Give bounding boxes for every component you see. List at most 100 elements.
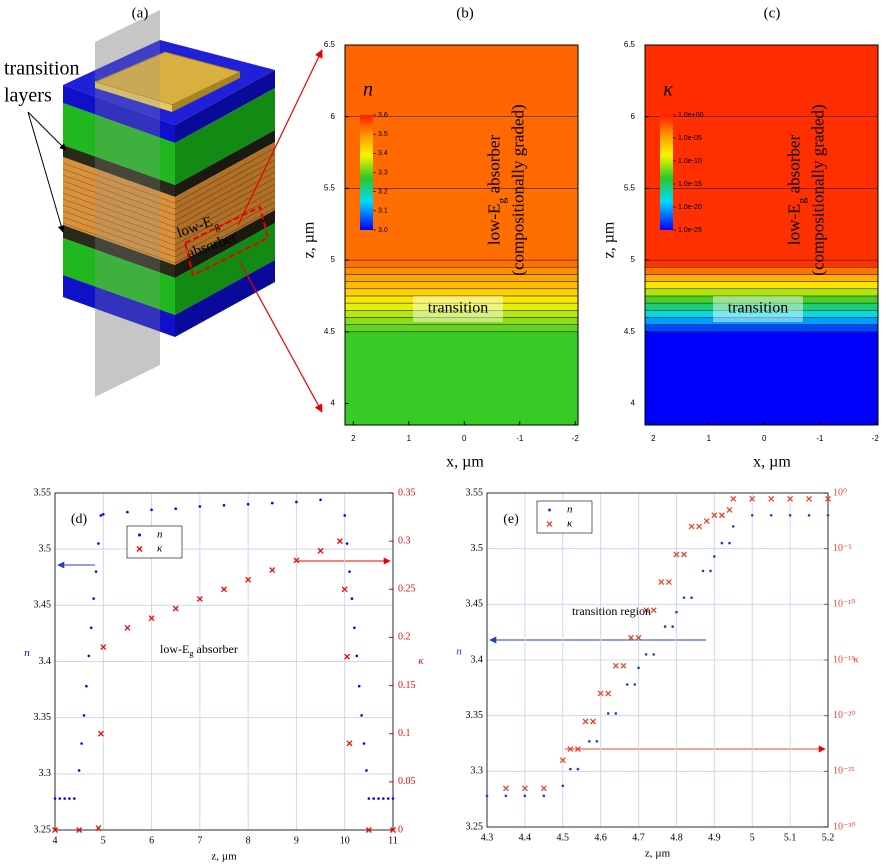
x-stroke bbox=[650, 607, 657, 614]
x-marker bbox=[825, 495, 831, 502]
x-stroke bbox=[148, 615, 155, 622]
colorbar bbox=[360, 115, 373, 230]
x-tick-label: -2 bbox=[872, 434, 880, 443]
dot-marker bbox=[652, 653, 656, 656]
dot-marker bbox=[709, 569, 712, 573]
y-tick-label: 4.5 bbox=[324, 327, 336, 336]
sublayer bbox=[62, 162, 176, 204]
x-marker bbox=[681, 551, 687, 558]
dot-marker bbox=[701, 569, 705, 573]
y2-tick-label: 0.25 bbox=[398, 584, 416, 595]
legend-box bbox=[126, 525, 183, 559]
y2-axis-label: κ bbox=[418, 655, 424, 667]
dot-marker bbox=[222, 504, 226, 507]
layer-side bbox=[175, 130, 275, 197]
layers-label: layers bbox=[4, 85, 52, 107]
legend-label: n bbox=[157, 529, 163, 541]
sublayer bbox=[62, 204, 176, 246]
dot-marker bbox=[68, 797, 71, 800]
annotation-part: absorber bbox=[784, 135, 803, 198]
x-stroke bbox=[567, 746, 574, 753]
x-marker bbox=[502, 785, 509, 792]
dot-marker bbox=[94, 570, 98, 573]
legend-label: κ bbox=[567, 518, 573, 530]
x-stroke bbox=[172, 605, 179, 612]
x-axis-label: x, µm bbox=[753, 454, 791, 471]
x-stroke bbox=[365, 827, 372, 833]
y2-tick-label: 0 bbox=[398, 824, 403, 835]
x-marker bbox=[196, 595, 203, 602]
layer-front bbox=[63, 225, 175, 278]
absorber-sub: g bbox=[212, 220, 221, 232]
legend-marker bbox=[138, 533, 141, 537]
y2-tick-label: 0.05 bbox=[398, 776, 416, 787]
x-tick-label: 2 bbox=[351, 434, 356, 443]
y-tick-label: 5 bbox=[631, 255, 636, 264]
y-tick-label: 5.5 bbox=[624, 184, 636, 193]
x-stroke bbox=[502, 785, 509, 792]
sublayer bbox=[62, 192, 176, 234]
x-marker bbox=[787, 495, 794, 502]
dot-marker bbox=[750, 513, 754, 517]
dot-marker bbox=[690, 596, 693, 599]
x-stroke bbox=[245, 576, 252, 583]
x-marker bbox=[620, 662, 627, 669]
x-marker bbox=[148, 615, 155, 622]
x-tick-label: 4.3 bbox=[481, 832, 494, 843]
dot-marker bbox=[319, 498, 322, 502]
y-axis-label: z, µm bbox=[301, 221, 318, 258]
x-marker bbox=[346, 740, 353, 747]
arrow bbox=[27, 111, 65, 233]
panel-label: (a) bbox=[132, 5, 149, 21]
x-stroke bbox=[344, 653, 351, 660]
y2-tick-label: 10⁰ bbox=[833, 487, 847, 498]
dot-marker bbox=[53, 797, 57, 800]
y-tick-label: 5 bbox=[331, 255, 336, 264]
x-tick-label: 6 bbox=[149, 835, 154, 846]
x-tick-label: 4.7 bbox=[632, 832, 645, 843]
dot-marker bbox=[663, 625, 667, 628]
dot-marker bbox=[270, 501, 274, 505]
x-stroke bbox=[341, 586, 348, 593]
sublayer bbox=[174, 207, 276, 264]
x-stroke bbox=[643, 607, 650, 614]
panel-label: (b) bbox=[456, 5, 474, 21]
dot-marker bbox=[97, 542, 100, 545]
dot-marker bbox=[542, 794, 546, 798]
x-stroke bbox=[221, 586, 227, 593]
x-marker bbox=[95, 825, 102, 832]
dot-marker bbox=[92, 597, 95, 600]
x-marker bbox=[718, 512, 725, 519]
x-stroke bbox=[269, 567, 276, 573]
annotation: low-Eg absorber bbox=[160, 642, 238, 659]
dot-marker bbox=[377, 797, 380, 800]
cell bbox=[644, 324, 879, 333]
dot-marker bbox=[87, 654, 91, 658]
x-stroke bbox=[52, 827, 58, 833]
sublayer bbox=[62, 210, 176, 252]
annotation-sub: g bbox=[794, 198, 808, 204]
layer-front bbox=[63, 85, 175, 143]
layer-front bbox=[63, 238, 175, 315]
panel-label: (c) bbox=[764, 5, 781, 21]
y2-tick-label: 10⁻⁵ bbox=[833, 543, 852, 554]
dot-marker bbox=[295, 500, 298, 504]
sublayer bbox=[174, 183, 276, 240]
x-marker bbox=[650, 607, 657, 614]
sublayer bbox=[62, 198, 176, 240]
y-axis-label: n bbox=[456, 646, 462, 658]
x-marker bbox=[768, 495, 775, 502]
arrow bbox=[27, 111, 67, 151]
dot-marker bbox=[826, 513, 830, 517]
annotation: low-Eg absorber bbox=[784, 135, 808, 246]
y2-tick-label: 0.2 bbox=[398, 632, 411, 643]
dot-marker bbox=[357, 684, 361, 688]
x-axis-label: z, µm bbox=[645, 848, 671, 860]
annotation: (compositionally graded) bbox=[508, 104, 527, 275]
contact-front bbox=[95, 82, 172, 112]
x-marker bbox=[628, 634, 634, 641]
x-tick-label: 4.4 bbox=[519, 832, 532, 843]
x-stroke bbox=[597, 690, 604, 697]
sublayer bbox=[174, 165, 276, 222]
